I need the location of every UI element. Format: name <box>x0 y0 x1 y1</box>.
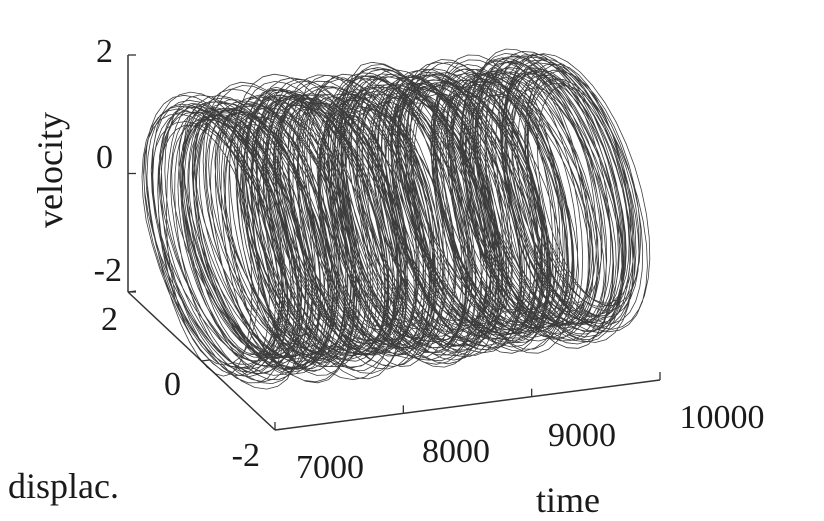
y-tick-label-2: 2 <box>101 301 118 338</box>
y-tick-label-0: 0 <box>164 366 181 403</box>
y-tick-mark <box>274 428 284 431</box>
x-axis-label: time <box>536 480 600 520</box>
z-axis-label: velocity <box>30 112 70 228</box>
y-tick-mark <box>201 359 210 362</box>
z-tick-label-neg2: -2 <box>94 252 122 289</box>
x-tick-label-9000: 9000 <box>548 417 616 454</box>
trajectory-series-line <box>141 48 651 390</box>
z-tick-label-0: 0 <box>96 139 113 176</box>
z-tick-label-2: 2 <box>96 33 113 70</box>
y-axis-label: displac. <box>8 466 119 506</box>
x-tick-label-10000: 10000 <box>680 399 765 436</box>
x-tick-label-7000: 7000 <box>296 449 364 486</box>
tick-marks <box>127 54 661 431</box>
trajectory-lines <box>141 48 651 390</box>
y-tick-label-neg2: -2 <box>232 437 260 474</box>
x-tick-label-8000: 8000 <box>422 433 490 470</box>
x-axis-line <box>274 379 661 431</box>
